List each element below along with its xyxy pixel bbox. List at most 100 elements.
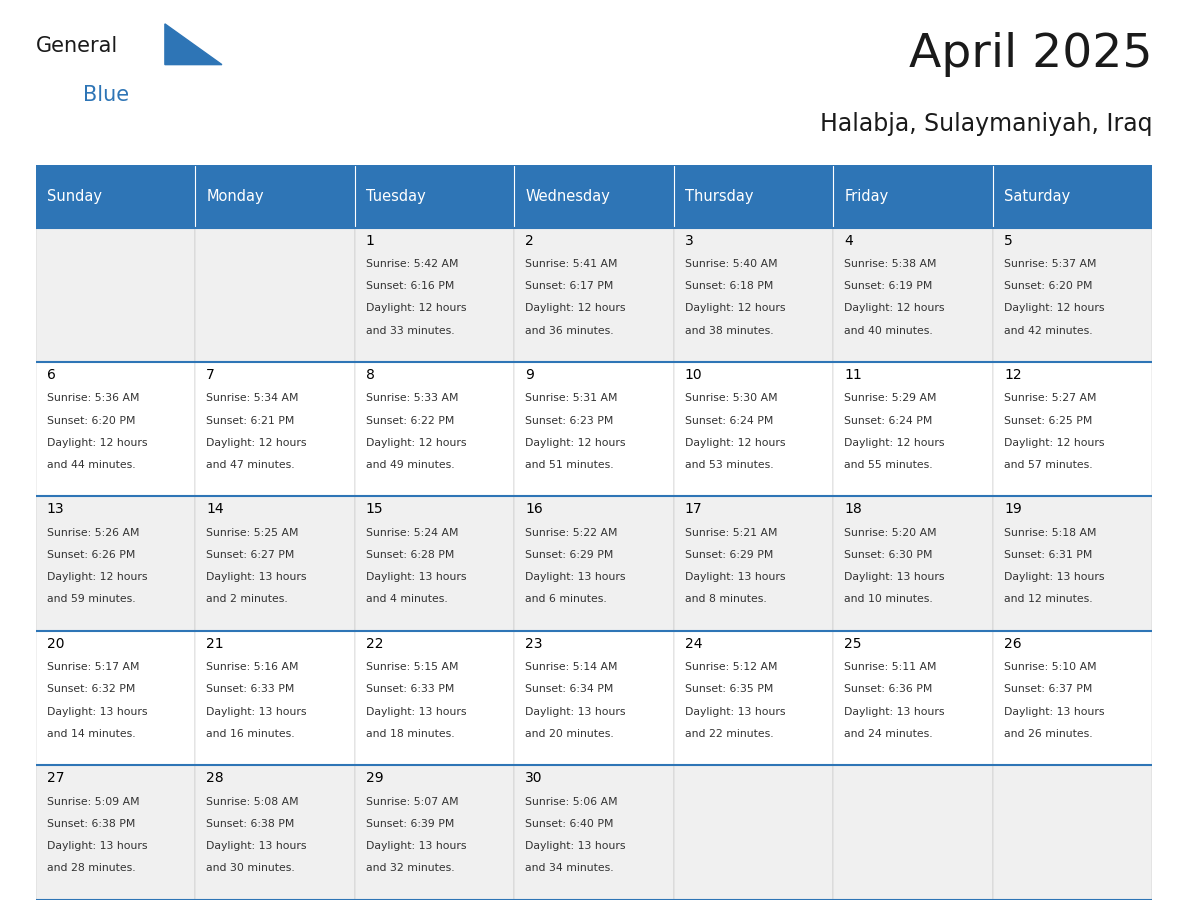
Text: Daylight: 13 hours: Daylight: 13 hours <box>207 572 307 582</box>
Text: Sunrise: 5:17 AM: Sunrise: 5:17 AM <box>46 662 139 672</box>
Text: and 42 minutes.: and 42 minutes. <box>1004 326 1093 336</box>
Text: 29: 29 <box>366 771 384 785</box>
Text: 4: 4 <box>845 233 853 248</box>
Text: Sunrise: 5:09 AM: Sunrise: 5:09 AM <box>46 797 139 807</box>
Text: Wednesday: Wednesday <box>525 189 611 204</box>
Bar <box>355 766 514 900</box>
Text: Sunrise: 5:16 AM: Sunrise: 5:16 AM <box>207 662 299 672</box>
Text: Sunset: 6:38 PM: Sunset: 6:38 PM <box>207 819 295 829</box>
Text: Sunrise: 5:40 AM: Sunrise: 5:40 AM <box>685 259 778 269</box>
Text: 3: 3 <box>685 233 694 248</box>
Text: Halabja, Sulaymaniyah, Iraq: Halabja, Sulaymaniyah, Iraq <box>820 112 1152 136</box>
Text: Daylight: 12 hours: Daylight: 12 hours <box>845 438 944 448</box>
Bar <box>36 631 195 766</box>
Text: Daylight: 12 hours: Daylight: 12 hours <box>685 304 785 313</box>
Bar <box>993 362 1152 497</box>
Bar <box>355 631 514 766</box>
Text: Sunset: 6:39 PM: Sunset: 6:39 PM <box>366 819 454 829</box>
Text: Sunrise: 5:22 AM: Sunrise: 5:22 AM <box>525 528 618 538</box>
Text: 9: 9 <box>525 368 535 382</box>
Text: Daylight: 12 hours: Daylight: 12 hours <box>46 438 147 448</box>
Text: Sunset: 6:30 PM: Sunset: 6:30 PM <box>845 550 933 560</box>
Text: Sunset: 6:35 PM: Sunset: 6:35 PM <box>685 685 773 694</box>
Text: 16: 16 <box>525 502 543 516</box>
Text: Sunrise: 5:08 AM: Sunrise: 5:08 AM <box>207 797 299 807</box>
Text: Sunset: 6:26 PM: Sunset: 6:26 PM <box>46 550 135 560</box>
Bar <box>355 497 514 631</box>
Text: 8: 8 <box>366 368 374 382</box>
Text: Daylight: 12 hours: Daylight: 12 hours <box>366 438 467 448</box>
Text: and 26 minutes.: and 26 minutes. <box>1004 729 1093 739</box>
Text: 22: 22 <box>366 637 384 651</box>
Text: Sunset: 6:24 PM: Sunset: 6:24 PM <box>845 416 933 426</box>
Bar <box>514 362 674 497</box>
Text: Sunset: 6:36 PM: Sunset: 6:36 PM <box>845 685 933 694</box>
Text: Blue: Blue <box>83 85 129 106</box>
Bar <box>355 228 514 362</box>
Text: and 57 minutes.: and 57 minutes. <box>1004 460 1093 470</box>
Text: Saturday: Saturday <box>1004 189 1070 204</box>
Text: Sunset: 6:40 PM: Sunset: 6:40 PM <box>525 819 614 829</box>
Text: 19: 19 <box>1004 502 1022 516</box>
Text: Sunrise: 5:18 AM: Sunrise: 5:18 AM <box>1004 528 1097 538</box>
Text: Thursday: Thursday <box>685 189 753 204</box>
Text: Daylight: 12 hours: Daylight: 12 hours <box>46 572 147 582</box>
Text: Daylight: 13 hours: Daylight: 13 hours <box>845 572 944 582</box>
Text: Daylight: 13 hours: Daylight: 13 hours <box>685 572 785 582</box>
Bar <box>195 165 355 228</box>
Text: Daylight: 13 hours: Daylight: 13 hours <box>525 841 626 851</box>
Text: 11: 11 <box>845 368 862 382</box>
Bar <box>514 228 674 362</box>
Bar <box>833 362 993 497</box>
Text: Daylight: 13 hours: Daylight: 13 hours <box>685 707 785 717</box>
Text: Sunset: 6:31 PM: Sunset: 6:31 PM <box>1004 550 1093 560</box>
Text: Sunset: 6:32 PM: Sunset: 6:32 PM <box>46 685 135 694</box>
Text: Sunrise: 5:42 AM: Sunrise: 5:42 AM <box>366 259 459 269</box>
Text: and 20 minutes.: and 20 minutes. <box>525 729 614 739</box>
Text: Sunrise: 5:24 AM: Sunrise: 5:24 AM <box>366 528 459 538</box>
Polygon shape <box>165 24 222 64</box>
Text: Sunrise: 5:38 AM: Sunrise: 5:38 AM <box>845 259 937 269</box>
Text: 26: 26 <box>1004 637 1022 651</box>
Text: Daylight: 12 hours: Daylight: 12 hours <box>525 438 626 448</box>
Text: 17: 17 <box>685 502 702 516</box>
Bar <box>674 362 833 497</box>
Text: Sunrise: 5:20 AM: Sunrise: 5:20 AM <box>845 528 937 538</box>
Bar <box>36 766 195 900</box>
Text: Sunset: 6:22 PM: Sunset: 6:22 PM <box>366 416 454 426</box>
Text: Daylight: 13 hours: Daylight: 13 hours <box>366 707 467 717</box>
Text: Daylight: 13 hours: Daylight: 13 hours <box>366 572 467 582</box>
Text: Daylight: 13 hours: Daylight: 13 hours <box>845 707 944 717</box>
Text: and 53 minutes.: and 53 minutes. <box>685 460 773 470</box>
Text: and 38 minutes.: and 38 minutes. <box>685 326 773 336</box>
Text: Daylight: 13 hours: Daylight: 13 hours <box>1004 707 1105 717</box>
Text: Sunset: 6:18 PM: Sunset: 6:18 PM <box>685 281 773 291</box>
Bar <box>36 362 195 497</box>
Text: and 59 minutes.: and 59 minutes. <box>46 594 135 604</box>
Text: 1: 1 <box>366 233 374 248</box>
Bar <box>993 766 1152 900</box>
Bar <box>833 497 993 631</box>
Text: and 18 minutes.: and 18 minutes. <box>366 729 455 739</box>
Text: Sunset: 6:20 PM: Sunset: 6:20 PM <box>46 416 135 426</box>
Text: Sunset: 6:17 PM: Sunset: 6:17 PM <box>525 281 614 291</box>
Text: Friday: Friday <box>845 189 889 204</box>
Text: Daylight: 13 hours: Daylight: 13 hours <box>1004 572 1105 582</box>
Bar <box>514 165 674 228</box>
Bar <box>195 362 355 497</box>
Text: 27: 27 <box>46 771 64 785</box>
Text: Sunrise: 5:27 AM: Sunrise: 5:27 AM <box>1004 394 1097 404</box>
Text: Daylight: 12 hours: Daylight: 12 hours <box>366 304 467 313</box>
Text: Sunrise: 5:21 AM: Sunrise: 5:21 AM <box>685 528 777 538</box>
Text: Sunset: 6:24 PM: Sunset: 6:24 PM <box>685 416 773 426</box>
Text: Daylight: 13 hours: Daylight: 13 hours <box>207 841 307 851</box>
Bar <box>36 497 195 631</box>
Text: Daylight: 12 hours: Daylight: 12 hours <box>685 438 785 448</box>
Text: 5: 5 <box>1004 233 1012 248</box>
Text: and 33 minutes.: and 33 minutes. <box>366 326 455 336</box>
Text: 28: 28 <box>207 771 225 785</box>
Text: and 49 minutes.: and 49 minutes. <box>366 460 455 470</box>
Text: Tuesday: Tuesday <box>366 189 425 204</box>
Bar <box>514 631 674 766</box>
Bar <box>674 631 833 766</box>
